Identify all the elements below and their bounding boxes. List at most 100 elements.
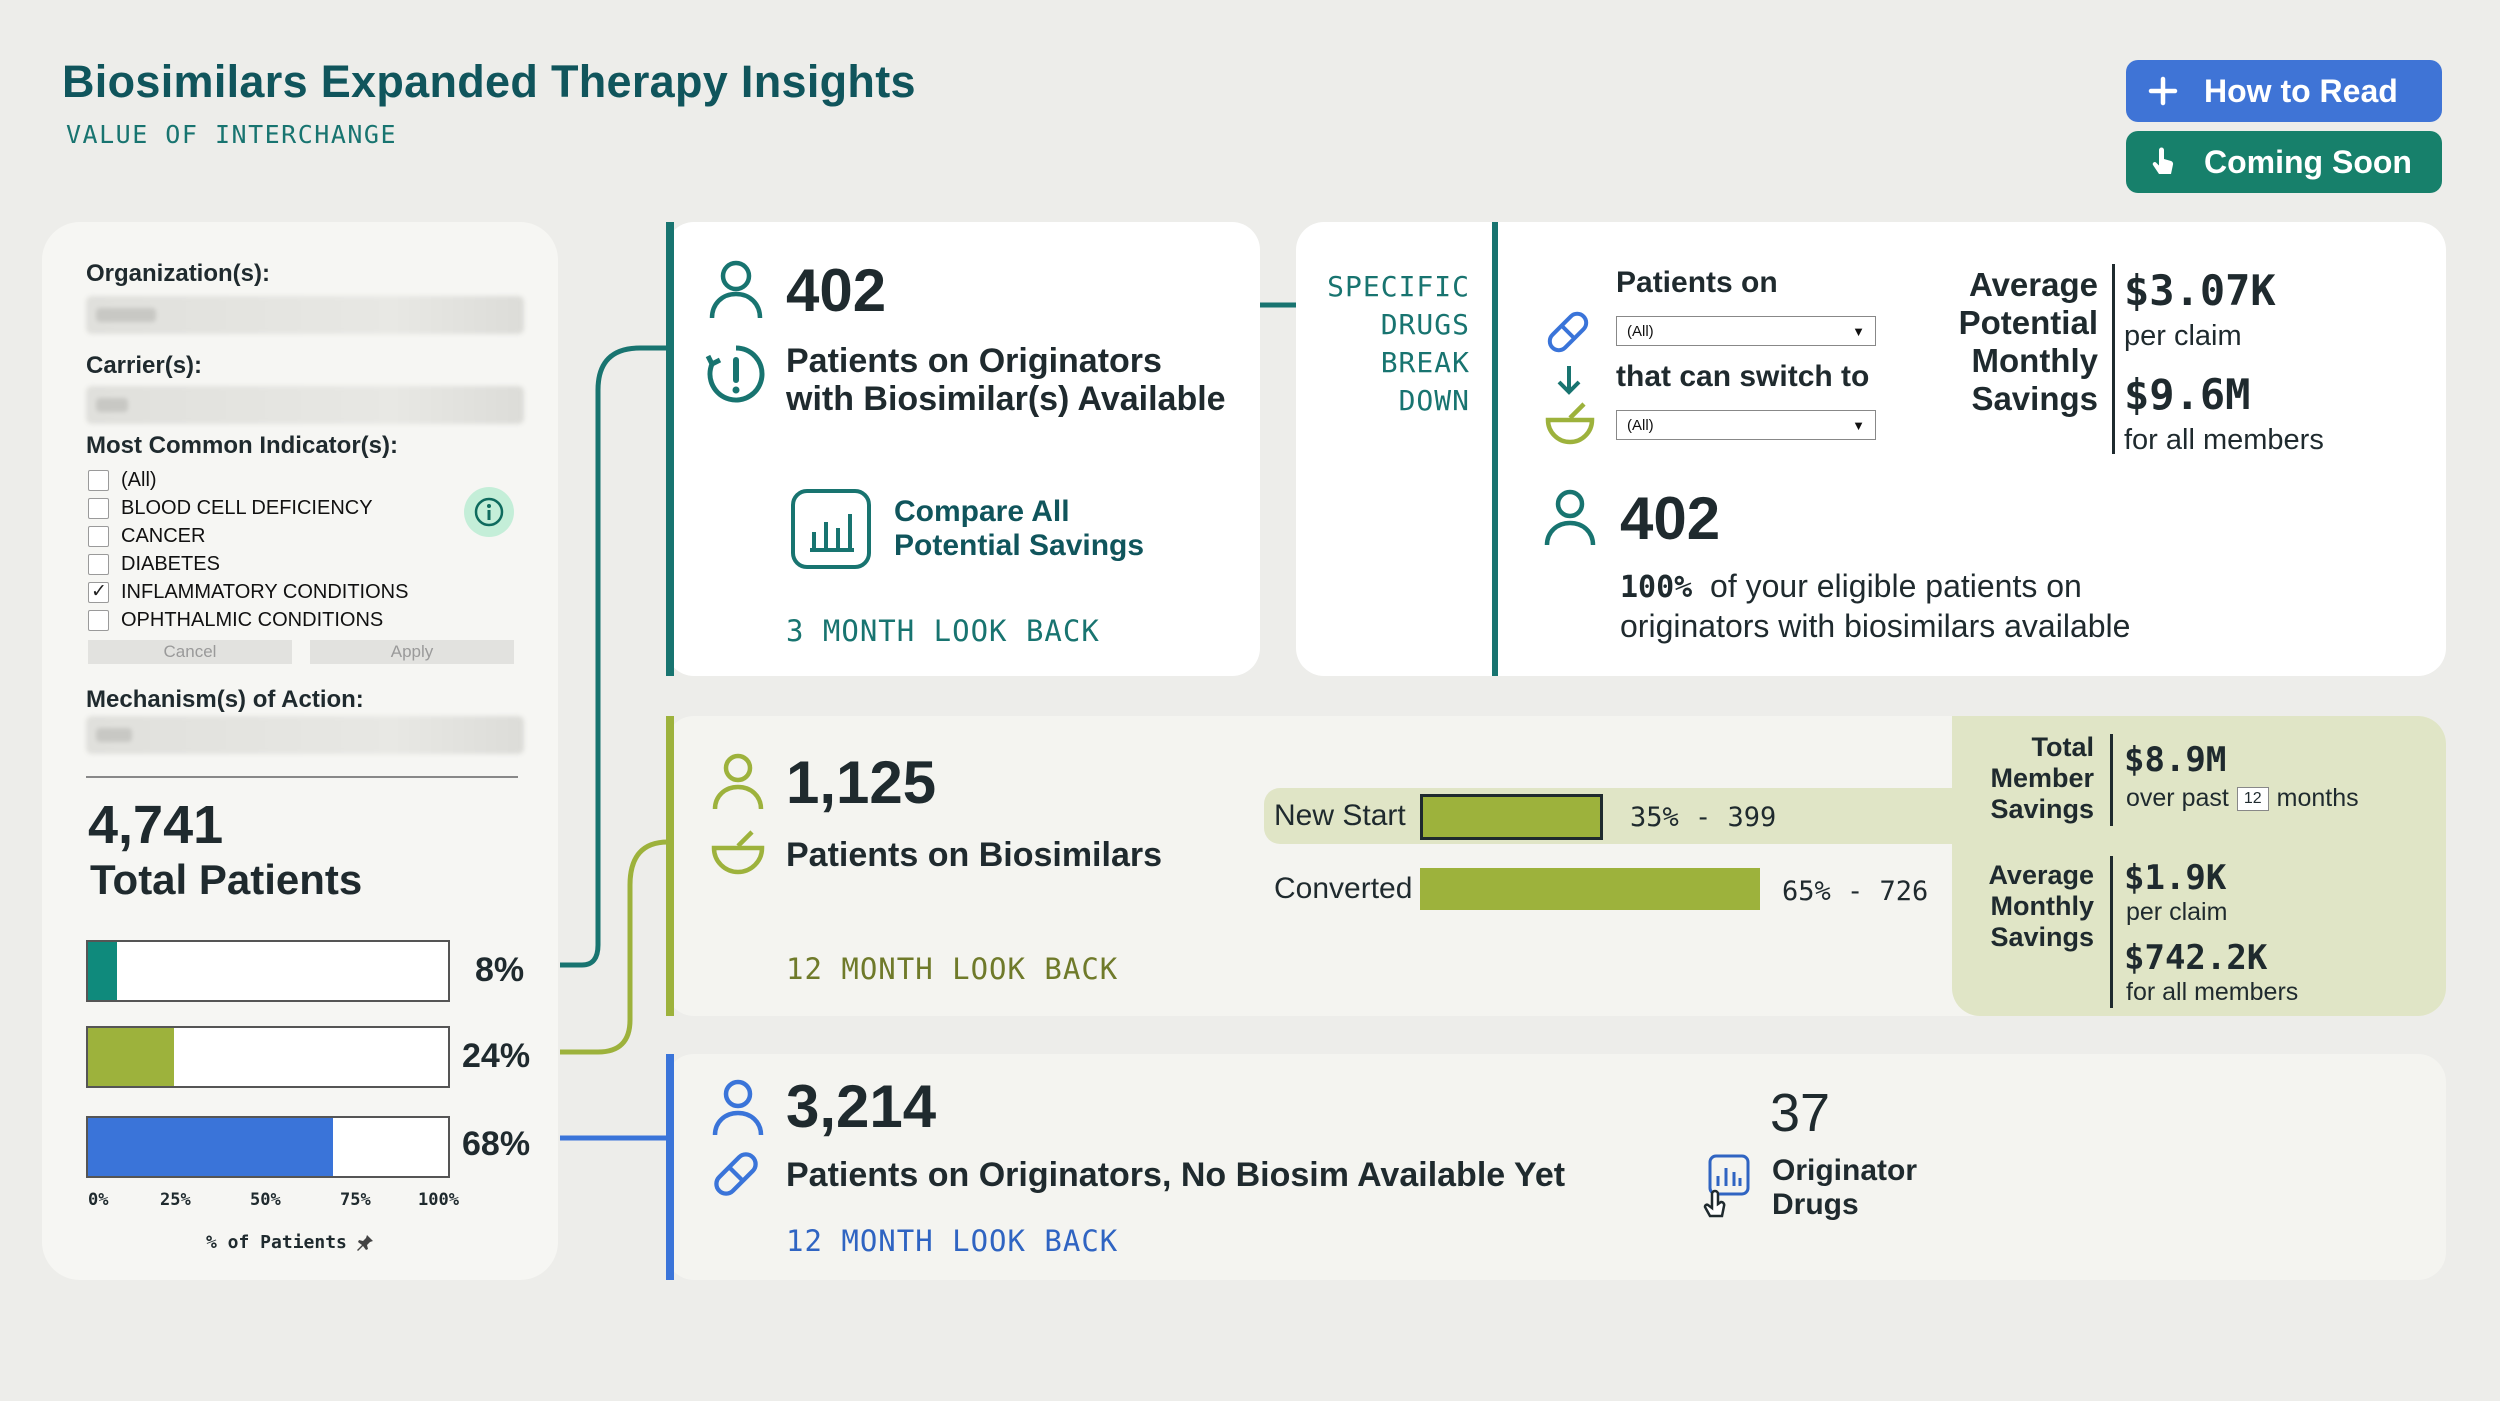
card-originators-available (666, 222, 1260, 676)
card-drug-breakdown (1296, 222, 2446, 676)
biosimilar-savings-panel (1952, 716, 2446, 1016)
new-start-highlight (1264, 788, 1964, 844)
axis-tick-100: 100% (418, 1190, 459, 1210)
potential-savings-label: Average Potential Monthly Savings (1958, 266, 2098, 417)
caret-down-icon: ▼ (1852, 323, 1865, 339)
lookback-label: 12 MONTH LOOK BACK (786, 952, 1119, 986)
total-savings-value: $8.9M (2124, 740, 2227, 780)
alert-clock-icon (705, 345, 765, 403)
caret-down-icon: ▼ (1852, 417, 1865, 433)
accent-bar (666, 716, 674, 1016)
checkbox[interactable] (88, 497, 109, 519)
organization-label: Organization(s): (86, 260, 270, 287)
originators-available-value: 402 (786, 257, 887, 324)
checkbox-checked[interactable] (88, 580, 109, 603)
months-input[interactable]: 12 (2236, 786, 2269, 811)
person-icon (712, 1079, 764, 1136)
checkbox[interactable] (88, 609, 109, 631)
divider (2112, 264, 2115, 454)
pct-bar-fill (88, 1118, 333, 1176)
originator-drug-count: 37 (1770, 1083, 1831, 1143)
all-members-label: for all members (2124, 424, 2324, 456)
originators-available-label: Patients on Originators with Biosimilar(… (786, 342, 1226, 418)
organization-select[interactable] (86, 296, 524, 334)
patients-on-label: Patients on (1616, 266, 1778, 299)
indicator-option-ophthalmic-conditions[interactable]: OPHTHALMIC CONDITIONS (88, 606, 408, 634)
pct-bar-fill (88, 942, 117, 1000)
compare-savings-link[interactable]: Compare All Potential Savings (790, 488, 1144, 570)
indicator-option-all[interactable]: (All) (88, 466, 408, 494)
card-no-biosim (666, 1054, 2446, 1280)
carrier-select[interactable] (86, 386, 524, 424)
breakdown-title: SPECIFIC DRUGS BREAK DOWN (1327, 270, 1470, 417)
axis-tick-25: 25% (160, 1190, 191, 1210)
pct-bar-biosimilars (86, 1026, 450, 1088)
how-to-read-label: How to Read (2204, 72, 2398, 109)
originator-drugs-label: Originator Drugs (1772, 1154, 1918, 1221)
eligible-text-line2: originators with biosimilars available (1620, 608, 2131, 644)
total-patients-value: 4,741 (88, 795, 224, 855)
coming-soon-label: Coming Soon (2204, 143, 2412, 180)
indicator-option-diabetes[interactable]: DIABETES (88, 550, 408, 578)
carrier-label: Carrier(s): (86, 352, 203, 379)
checkbox[interactable] (88, 469, 109, 491)
lookback-label: 12 MONTH LOOK BACK (786, 1224, 1119, 1258)
new-start-stat: 35% - 399 (1630, 802, 1777, 833)
how-to-read-button[interactable]: How to Read (2126, 60, 2442, 122)
axis-title: % of Patients (206, 1232, 375, 1253)
indicator-option-cancer[interactable]: CANCER (88, 522, 408, 550)
checkbox[interactable] (88, 525, 109, 547)
axis-tick-50: 50% (250, 1190, 281, 1210)
indicator-list: (All) BLOOD CELL DEFICIENCY CANCER DIABE… (88, 466, 408, 634)
patients-on-dropdown[interactable]: (All) ▼ (1616, 316, 1876, 346)
pct-label: 68% (462, 1125, 531, 1163)
indicator-option-inflammatory-conditions[interactable]: INFLAMMATORY CONDITIONS (88, 578, 408, 606)
person-icon (709, 260, 763, 319)
divider (2110, 734, 2113, 826)
new-start-label: New Start (1274, 799, 1406, 832)
avg-savings-label: Average Monthly Savings (1988, 860, 2094, 952)
accent-bar (666, 222, 674, 676)
info-icon (474, 497, 504, 527)
converted-bar (1420, 868, 1760, 910)
mechanism-label: Mechanism(s) of Action: (86, 686, 364, 713)
pin-icon[interactable] (355, 1233, 375, 1253)
lookback-label: 3 MONTH LOOK BACK (786, 614, 1100, 648)
indicator-option-blood-cell-deficiency[interactable]: BLOOD CELL DEFICIENCY (88, 494, 408, 522)
total-patients-label: Total Patients (90, 856, 363, 903)
person-icon (1544, 489, 1596, 546)
checkbox[interactable] (88, 553, 109, 575)
switch-to-dropdown[interactable]: (All) ▼ (1616, 410, 1876, 440)
new-start-bar (1420, 794, 1603, 840)
pill-icon (1547, 311, 1589, 353)
divider (86, 776, 518, 778)
biosimilars-value: 1,125 (786, 749, 937, 816)
switch-to-label: that can switch to (1616, 360, 1870, 393)
cancel-button[interactable]: Cancel (88, 640, 292, 664)
pointer-hand-icon (2152, 147, 2174, 174)
info-button[interactable] (464, 487, 514, 537)
coming-soon-button[interactable]: Coming Soon (2126, 131, 2442, 193)
page-subtitle: VALUE OF INTERCHANGE (66, 120, 398, 149)
converted-label: Converted (1274, 872, 1413, 905)
indicator-label: Most Common Indicator(s): (86, 432, 398, 459)
axis-tick-0: 0% (88, 1190, 109, 1210)
avg-claim-value: $1.9K (2124, 858, 2227, 898)
no-biosim-value: 3,214 (786, 1073, 937, 1140)
eligible-text-line1: 100% of your eligible patients on (1620, 568, 2082, 605)
plus-icon (2148, 76, 2178, 106)
mortar-icon (1545, 402, 1595, 445)
pct-bar-no-biosim (86, 1116, 450, 1178)
pct-bar-fill (88, 1028, 175, 1086)
apply-button[interactable]: Apply (310, 640, 514, 664)
biosimilars-label: Patients on Biosimilars (786, 836, 1162, 874)
chart-click-icon (1703, 1154, 1750, 1218)
pct-label: 24% (462, 1037, 531, 1075)
avg-claim-label: per claim (2126, 898, 2228, 926)
avg-members-value: $742.2K (2124, 938, 2268, 978)
arrow-down-icon (1557, 366, 1581, 395)
mechanism-select[interactable] (86, 716, 524, 754)
axis-tick-75: 75% (340, 1190, 371, 1210)
originator-drugs-link[interactable] (1696, 1152, 1752, 1231)
accent-bar (1492, 222, 1498, 676)
